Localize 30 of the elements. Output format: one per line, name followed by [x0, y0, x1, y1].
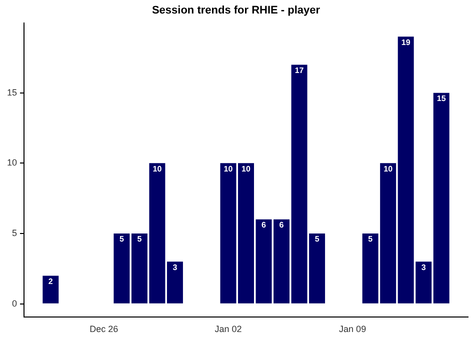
chart-title: Session trends for RHIE - player [152, 4, 321, 17]
x-tick-label: Dec 26 [90, 324, 118, 334]
data-label: 10 [242, 164, 251, 174]
data-label: 10 [224, 164, 234, 174]
y-tick-label: 5 [12, 228, 18, 238]
y-tick-label: 0 [12, 298, 18, 308]
x-tick-label: Jan 09 [339, 324, 366, 334]
y-tick-label: 15 [6, 87, 18, 98]
data-label: 10 [384, 164, 394, 174]
bar [166, 262, 183, 304]
y-tick-label: 10 [6, 158, 18, 168]
data-label: 6 [279, 220, 284, 230]
data-label: 3 [172, 262, 178, 272]
data-label: 17 [294, 66, 304, 75]
data-label: 2 [48, 276, 54, 286]
bar [220, 163, 236, 304]
data-label: 3 [421, 262, 426, 272]
data-label: 15 [436, 94, 446, 104]
data-label: 10 [152, 164, 162, 174]
x-tick-label: Jan 02 [214, 324, 242, 334]
bar [114, 234, 130, 304]
bar [42, 276, 59, 304]
data-label: 19 [401, 38, 411, 47]
data-label: 5 [314, 234, 320, 244]
data-label: 5 [119, 234, 124, 244]
data-label: 5 [368, 234, 374, 244]
bar [238, 163, 254, 304]
bar [433, 92, 450, 304]
data-label: 6 [262, 220, 267, 230]
data-label: 5 [137, 234, 142, 244]
